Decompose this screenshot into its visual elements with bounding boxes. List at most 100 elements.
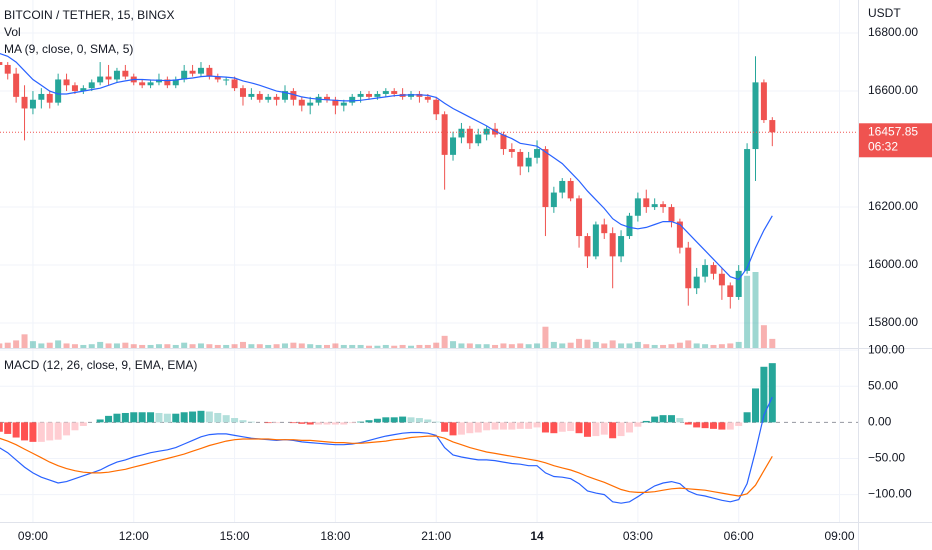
volume-bar [391, 345, 398, 348]
macd-histogram-bar [567, 422, 575, 432]
macd-histogram-bar [382, 417, 390, 423]
volume-bar [508, 344, 515, 348]
candle-body [727, 285, 734, 297]
candle-body [155, 79, 162, 83]
volume-bar [769, 338, 776, 348]
volume-bar [542, 326, 549, 348]
macd-histogram-bar [625, 422, 633, 433]
volume-bar [349, 344, 356, 348]
volume-bar [525, 344, 532, 348]
candle-body [231, 79, 238, 89]
candle-body [416, 93, 423, 97]
macd-histogram-bar [541, 422, 549, 433]
volume-bar [248, 344, 255, 348]
volume-bar [466, 343, 473, 348]
macd-tick-label: 100.00 [868, 342, 905, 356]
candle-body [273, 96, 280, 100]
candle-body [668, 207, 675, 222]
candle-body [265, 96, 272, 100]
macd-histogram-bar [642, 420, 650, 423]
candle-body [450, 137, 457, 155]
candle-body [391, 91, 398, 94]
volume-bar [718, 344, 725, 348]
volume-bar [550, 341, 557, 348]
ma-legend: MA (9, close, 0, SMA, 5) [4, 42, 133, 56]
candle-body [324, 96, 331, 100]
macd-histogram-bar [676, 418, 684, 423]
volume-bar [727, 343, 734, 348]
volume-bar [63, 343, 70, 348]
macd-histogram-bar [340, 422, 348, 425]
candle-body [181, 70, 188, 80]
volume-bar [735, 341, 742, 348]
chart-title: BITCOIN / TETHER, 15, BINGX [4, 8, 174, 22]
macd-tick-label: 50.00 [868, 378, 898, 392]
volume-bar [760, 325, 767, 348]
macd-histogram-bar [474, 422, 482, 433]
candle-body [542, 149, 549, 208]
macd-histogram-bar [667, 415, 675, 423]
candle-body [206, 67, 213, 77]
last-price-box [859, 123, 932, 158]
macd-histogram-bar [306, 422, 314, 425]
candle-body [693, 276, 700, 289]
macd-histogram-bar [634, 422, 642, 427]
macd-histogram-bar [751, 388, 759, 423]
volume-bar [592, 341, 599, 348]
macd-histogram-bar [239, 420, 247, 423]
candle-body [197, 67, 204, 74]
volume-bar [433, 342, 440, 348]
volume-bar [559, 343, 566, 348]
candle-body [332, 99, 339, 106]
macd-histogram-bar [357, 421, 365, 423]
macd-histogram-bar [214, 412, 222, 423]
volume-bar [181, 342, 188, 348]
macd-histogram-bar [105, 415, 113, 423]
candle-body [559, 180, 566, 193]
volume-bar [214, 344, 221, 348]
candle-body [550, 192, 557, 208]
candle-body [634, 198, 641, 216]
macd-histogram-bar [21, 422, 29, 441]
candle-body [424, 96, 431, 100]
candle-body [357, 93, 364, 97]
volume-bar [450, 341, 457, 348]
volume-bar [534, 343, 541, 348]
volume-bar [172, 344, 179, 348]
macd-histogram-bar [147, 412, 155, 423]
volume-bar [357, 344, 364, 348]
volume-bar [710, 344, 717, 348]
volume-bar [483, 344, 490, 348]
candle-body [592, 224, 599, 257]
macd-line [0, 396, 773, 504]
macd-histogram-bar [54, 422, 62, 440]
candle-body [576, 198, 583, 237]
volume-bar [609, 340, 616, 348]
volume-bar [567, 342, 574, 348]
volume-bar [147, 344, 154, 348]
macd-histogram-bar [46, 422, 54, 441]
macd-histogram-bar [592, 422, 600, 437]
candle-body [298, 99, 305, 106]
volume-bar [290, 342, 297, 348]
x-tick-label: 03:00 [623, 529, 653, 543]
macd-histogram-bar [457, 422, 465, 435]
macd-histogram-bar [768, 363, 776, 423]
volume-bar [97, 341, 104, 348]
volume-legend: Vol [4, 25, 21, 39]
macd-histogram-bar [399, 416, 407, 423]
candle-body [4, 64, 11, 74]
macd-histogram-bar [743, 412, 751, 423]
macd-histogram-bar [37, 422, 45, 442]
candle-body [239, 88, 246, 97]
volume-bar [752, 272, 759, 348]
x-tick-label: 21:00 [421, 529, 451, 543]
volume-bar [500, 343, 507, 348]
candle-body [651, 204, 658, 208]
macd-histogram-bar [289, 422, 297, 424]
candle-body [710, 265, 717, 274]
volume-bar [643, 344, 650, 348]
macd-histogram-bar [659, 415, 667, 423]
volume-bar [618, 343, 625, 348]
candle-body [105, 76, 112, 80]
